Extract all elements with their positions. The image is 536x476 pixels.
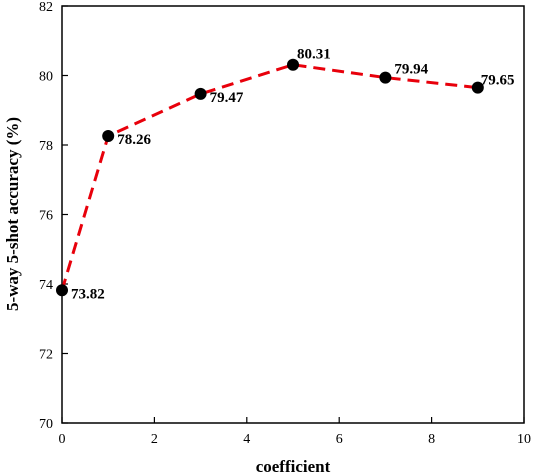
y-tick-label: 72	[39, 348, 53, 363]
x-tick-label: 4	[243, 432, 250, 447]
x-axis-title: coefficient	[256, 457, 331, 476]
y-tick-label: 80	[39, 70, 53, 85]
x-tick-label: 10	[517, 432, 531, 447]
y-tick-label: 76	[39, 209, 53, 224]
data-label: 79.47	[210, 90, 244, 106]
data-label: 73.82	[71, 286, 105, 302]
y-tick-label: 70	[39, 417, 53, 432]
y-axis-title: 5-way 5-shot accuracy (%)	[3, 117, 22, 311]
x-tick-label: 2	[151, 432, 158, 447]
x-tick-label: 0	[59, 432, 66, 447]
data-label: 79.94	[394, 62, 428, 78]
data-point-marker	[287, 58, 299, 71]
y-tick-label: 78	[39, 139, 53, 154]
x-tick-label: 6	[336, 432, 343, 447]
y-axis-ticks: 70 72 74 76 78 80 82	[39, 0, 68, 432]
series-line	[60, 63, 478, 291]
y-tick-label: 74	[39, 278, 53, 293]
data-label: 79.65	[481, 73, 515, 89]
data-label: 80.31	[297, 47, 331, 63]
data-point-marker	[102, 129, 115, 142]
x-axis-ticks: 0 2 4 6 8 10	[59, 417, 531, 447]
y-tick-label: 82	[39, 0, 53, 15]
data-labels-layer: 73.82 78.26 79.47 80.31 79.94 79.65	[71, 47, 515, 303]
x-tick-label: 8	[428, 432, 435, 447]
series-layer	[56, 58, 484, 297]
data-point-marker	[56, 284, 68, 297]
data-point-marker	[379, 71, 392, 84]
data-point-marker	[194, 87, 207, 100]
data-point-marker	[471, 81, 484, 94]
data-label: 78.26	[117, 132, 151, 148]
